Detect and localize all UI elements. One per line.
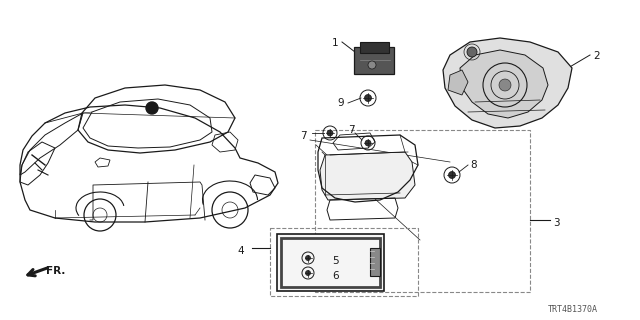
Circle shape: [449, 172, 456, 179]
Polygon shape: [448, 70, 468, 95]
Text: 8: 8: [470, 160, 477, 170]
Text: FR.: FR.: [46, 266, 65, 276]
Circle shape: [365, 94, 371, 101]
Text: 6: 6: [332, 271, 339, 281]
Text: TRT4B1370A: TRT4B1370A: [548, 306, 598, 315]
Text: 7: 7: [348, 125, 355, 135]
Polygon shape: [443, 38, 572, 128]
Polygon shape: [320, 152, 415, 200]
Text: 5: 5: [332, 256, 339, 266]
Circle shape: [365, 140, 371, 146]
Circle shape: [467, 47, 477, 57]
Text: 9: 9: [337, 98, 344, 108]
Circle shape: [305, 270, 310, 276]
FancyBboxPatch shape: [360, 42, 388, 52]
FancyBboxPatch shape: [354, 47, 394, 74]
Circle shape: [368, 61, 376, 69]
Circle shape: [305, 255, 310, 260]
FancyBboxPatch shape: [277, 234, 384, 291]
Text: 1: 1: [332, 38, 339, 48]
Circle shape: [499, 79, 511, 91]
Text: 7: 7: [300, 131, 307, 141]
Polygon shape: [460, 50, 548, 118]
Circle shape: [327, 130, 333, 136]
FancyBboxPatch shape: [370, 248, 380, 276]
Circle shape: [146, 102, 158, 114]
Text: 2: 2: [593, 51, 600, 61]
Text: 4: 4: [237, 246, 244, 256]
Text: 3: 3: [553, 218, 559, 228]
